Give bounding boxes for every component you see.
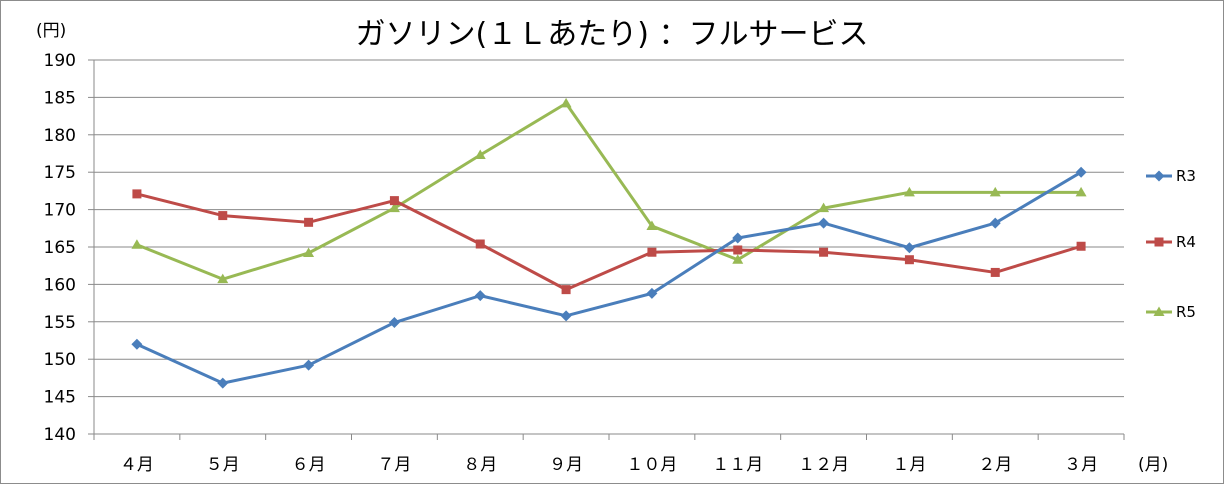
data-point (388, 317, 400, 329)
x-axis-unit: (月) (1138, 455, 1168, 475)
data-point (217, 273, 229, 284)
x-tick-label: １０月 (626, 455, 677, 475)
x-tick-label: １月 (892, 455, 926, 475)
x-tick-label: ２月 (978, 455, 1012, 475)
legend-item-r4: R4 (1146, 233, 1196, 251)
data-point (732, 254, 744, 264)
data-point (733, 245, 743, 255)
y-tick-label: 155 (44, 313, 76, 333)
legend-label: R5 (1176, 303, 1196, 321)
legend-marker (1153, 306, 1165, 316)
series-r3 (131, 166, 1087, 389)
legend-label: R3 (1176, 167, 1196, 185)
grid-lines (94, 59, 1124, 398)
y-tick-label: 185 (44, 88, 76, 108)
series-line-r5 (136, 101, 1082, 281)
data-point (474, 149, 486, 159)
data-point (646, 287, 658, 299)
x-tick-label: ５月 (206, 455, 240, 475)
data-point (131, 239, 143, 249)
y-tick-labels: 190 185 180 175 170 165 160 155 150 145 140 (44, 51, 76, 445)
data-point (1076, 241, 1086, 251)
y-tick-label: 175 (44, 163, 76, 183)
legend-marker (1153, 170, 1165, 182)
x-tick-label: ６月 (292, 455, 326, 475)
data-point (561, 285, 571, 295)
data-point (732, 232, 744, 244)
data-point (818, 217, 830, 229)
data-point (388, 202, 400, 213)
series-group (131, 97, 1087, 389)
y-tick-label: 160 (44, 275, 76, 295)
data-point (903, 186, 915, 197)
series-line-r4 (136, 192, 1082, 292)
legend-item-r3: R3 (1146, 167, 1196, 185)
x-tick-labels: ４月 ５月 ６月 ７月 ８月 ９月 １０月 １１月 １２月 １月 ２月 ３月 (120, 455, 1098, 475)
data-point (1075, 166, 1087, 178)
data-point (474, 290, 486, 302)
legend-marker (1154, 237, 1164, 247)
y-tick-label: 180 (44, 126, 76, 146)
data-point (818, 202, 830, 213)
y-tick-label: 165 (44, 238, 76, 258)
data-point (304, 217, 314, 227)
data-point (132, 189, 142, 199)
data-point (389, 196, 399, 206)
y-axis-unit: (円) (36, 21, 66, 41)
data-point (989, 186, 1001, 197)
data-point (303, 247, 315, 257)
legend: R3 R4 R5 (1146, 167, 1196, 321)
data-point (819, 247, 829, 257)
x-tick-label: １２月 (798, 455, 849, 475)
x-tick-label: ４月 (120, 455, 154, 475)
series-r4 (132, 189, 1086, 295)
y-tick-label: 150 (44, 350, 76, 370)
data-point (647, 247, 657, 257)
data-point (560, 310, 572, 322)
data-point (218, 211, 228, 221)
x-tick-label: ７月 (377, 455, 411, 475)
x-tick-label: ３月 (1064, 455, 1098, 475)
y-tick-label: 145 (44, 388, 76, 408)
series-r5 (131, 97, 1087, 284)
data-point (303, 359, 315, 371)
x-tick-label: ８月 (463, 455, 497, 475)
data-point (560, 97, 572, 108)
y-tick-label: 140 (44, 425, 76, 445)
legend-label: R4 (1176, 233, 1196, 251)
axes (88, 59, 1125, 440)
data-point (1075, 186, 1087, 197)
x-tick-label: １１月 (712, 455, 763, 475)
x-tick-label: ９月 (549, 455, 583, 475)
series-line-r3 (136, 170, 1082, 385)
legend-item-r5: R5 (1146, 303, 1196, 321)
data-point (903, 242, 915, 254)
y-tick-label: 170 (44, 201, 76, 221)
data-point (646, 220, 658, 231)
data-point (217, 377, 229, 389)
chart-title: ガソリン(１Ｌあたり) ：フルサービス (356, 17, 869, 52)
data-point (904, 255, 914, 265)
y-tick-label: 190 (44, 51, 76, 71)
data-point (475, 239, 485, 249)
data-point (989, 217, 1001, 229)
data-point (131, 338, 143, 350)
data-point (990, 267, 1000, 277)
